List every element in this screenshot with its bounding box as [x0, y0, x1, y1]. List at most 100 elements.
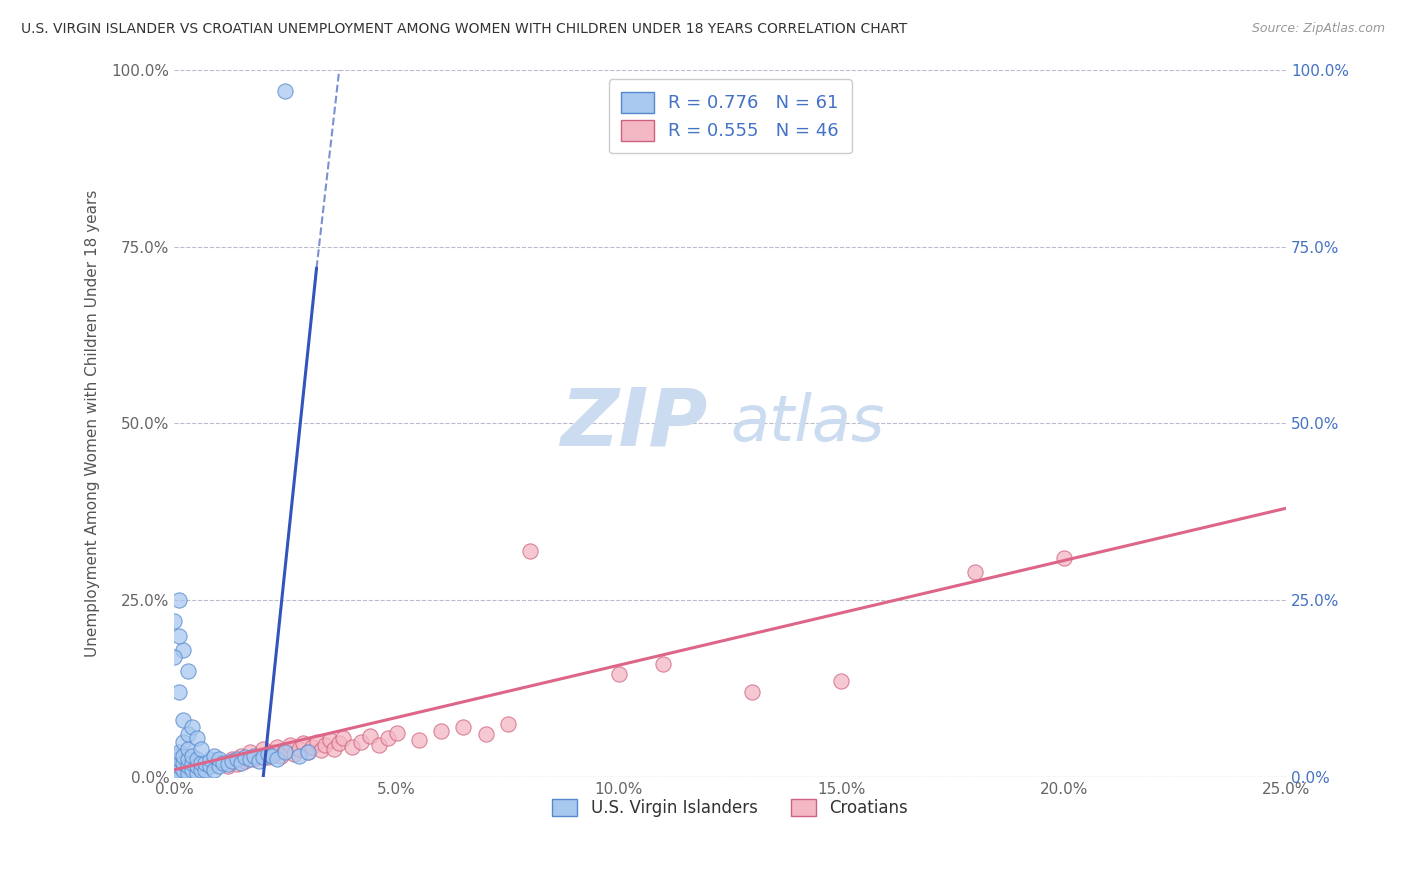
Point	[607, 667, 630, 681]
Point	[163, 763, 186, 777]
Point	[288, 741, 311, 756]
Point	[283, 747, 305, 762]
Point	[181, 763, 204, 777]
Point	[359, 729, 381, 743]
Point	[167, 745, 190, 759]
Point	[181, 756, 204, 770]
Point	[163, 748, 186, 763]
Point	[229, 748, 252, 763]
Point	[186, 766, 208, 780]
Point	[198, 759, 221, 773]
Point	[167, 685, 190, 699]
Point	[252, 750, 274, 764]
Point	[367, 738, 389, 752]
Point	[163, 649, 186, 664]
Point	[278, 738, 301, 752]
Point	[243, 748, 266, 763]
Point	[172, 734, 194, 748]
Point	[190, 763, 212, 777]
Point	[274, 84, 297, 98]
Point	[202, 748, 225, 763]
Point	[181, 720, 204, 734]
Point	[181, 748, 204, 763]
Point	[212, 756, 235, 770]
Point	[301, 740, 323, 755]
Point	[163, 615, 186, 629]
Point	[208, 756, 231, 770]
Point	[208, 752, 231, 766]
Point	[194, 756, 217, 770]
Point	[172, 642, 194, 657]
Point	[247, 754, 270, 768]
Point	[221, 752, 243, 766]
Point	[474, 727, 496, 741]
Point	[963, 565, 986, 579]
Point	[194, 763, 217, 777]
Point	[176, 752, 198, 766]
Text: ZIP: ZIP	[561, 384, 707, 462]
Point	[172, 756, 194, 770]
Point	[385, 726, 408, 740]
Point	[167, 628, 190, 642]
Point	[274, 745, 297, 759]
Point	[377, 731, 399, 745]
Point	[172, 714, 194, 728]
Point	[256, 750, 278, 764]
Point	[297, 745, 319, 759]
Point	[221, 754, 243, 768]
Point	[266, 740, 288, 755]
Point	[217, 759, 239, 773]
Point	[262, 748, 284, 763]
Point	[167, 593, 190, 607]
Point	[309, 743, 332, 757]
Point	[256, 747, 278, 762]
Point	[319, 733, 342, 747]
Point	[262, 745, 284, 759]
Point	[176, 741, 198, 756]
Point	[225, 752, 247, 766]
Point	[1052, 550, 1074, 565]
Point	[225, 757, 247, 772]
Point	[186, 759, 208, 773]
Point	[314, 738, 336, 752]
Point	[408, 733, 430, 747]
Point	[163, 770, 186, 784]
Legend: U.S. Virgin Islanders, Croatians: U.S. Virgin Islanders, Croatians	[544, 790, 917, 825]
Point	[208, 759, 231, 773]
Point	[172, 748, 194, 763]
Point	[186, 752, 208, 766]
Point	[163, 756, 186, 770]
Y-axis label: Unemployment Among Women with Children Under 18 years: Unemployment Among Women with Children U…	[86, 190, 100, 657]
Point	[167, 752, 190, 766]
Point	[652, 657, 675, 671]
Point	[270, 748, 292, 763]
Point	[167, 766, 190, 780]
Point	[198, 752, 221, 766]
Point	[830, 674, 852, 689]
Point	[266, 752, 288, 766]
Point	[176, 759, 198, 773]
Point	[235, 754, 257, 768]
Text: U.S. VIRGIN ISLANDER VS CROATIAN UNEMPLOYMENT AMONG WOMEN WITH CHILDREN UNDER 18: U.S. VIRGIN ISLANDER VS CROATIAN UNEMPLO…	[21, 22, 907, 37]
Point	[247, 748, 270, 763]
Point	[172, 763, 194, 777]
Point	[217, 757, 239, 772]
Text: atlas: atlas	[730, 392, 884, 454]
Point	[340, 740, 363, 755]
Point	[186, 731, 208, 745]
Point	[176, 664, 198, 678]
Point	[453, 720, 475, 734]
Point	[176, 766, 198, 780]
Point	[190, 741, 212, 756]
Point	[176, 727, 198, 741]
Point	[430, 723, 453, 738]
Point	[496, 716, 519, 731]
Point	[350, 734, 373, 748]
Point	[292, 736, 315, 750]
Point	[519, 543, 541, 558]
Point	[229, 756, 252, 770]
Point	[167, 759, 190, 773]
Point	[741, 685, 763, 699]
Point	[202, 763, 225, 777]
Point	[235, 750, 257, 764]
